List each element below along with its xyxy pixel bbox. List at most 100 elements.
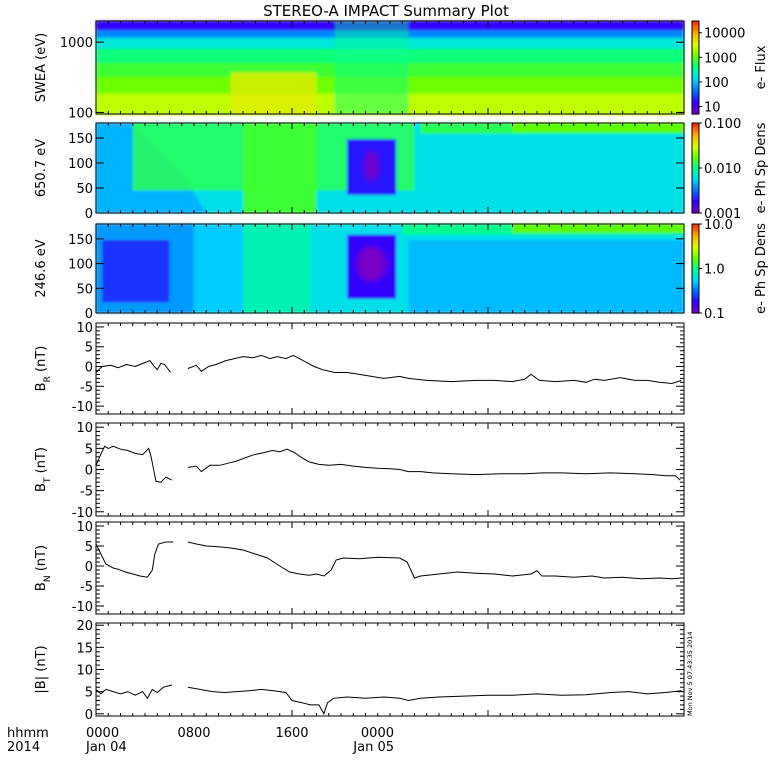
colorbar-frame (691, 20, 700, 115)
colorbar-segment (692, 127, 699, 130)
colorbar-segment (692, 72, 699, 75)
colorbar-segment (692, 75, 699, 78)
colorbar-segment (692, 154, 699, 157)
colorbar-segment (692, 159, 699, 162)
series-line (187, 354, 682, 385)
colorbar-segment (692, 156, 699, 159)
colorbar-segment (692, 41, 699, 44)
y-axis-label: BT (nT) (34, 447, 53, 492)
colorbar-segment (692, 287, 699, 290)
colorbar-segment (692, 190, 699, 193)
y-tick-label: -10 (72, 600, 93, 615)
colorbar-segment (692, 165, 699, 168)
colorbar-segment (692, 163, 699, 166)
colorbar-tick-label: 1.0 (704, 263, 725, 278)
y-tick-label: 0 (85, 307, 93, 322)
colorbar-segment (692, 224, 699, 227)
y-tick-label: 10 (76, 421, 93, 436)
colorbar-segment (692, 36, 699, 39)
colorbar-segment (692, 142, 699, 145)
colorbar-segment (692, 129, 699, 132)
colorbar-segment (692, 238, 699, 241)
pad-low-region (408, 240, 684, 313)
colorbar-segment (692, 162, 699, 165)
colorbar-segment (692, 61, 699, 64)
colorbar-segment (692, 160, 699, 163)
pad-top-strip (512, 123, 684, 132)
colorbar-segment (692, 151, 699, 154)
colorbar-segment (692, 193, 699, 196)
series-line (95, 541, 174, 578)
colorbar-segment (692, 256, 699, 259)
colorbar-tick-label: 0.001 (704, 207, 741, 222)
colorbar-segment (692, 272, 699, 276)
colorbar-segment (692, 187, 699, 190)
colorbar-segment (692, 133, 699, 136)
colorbar-segment (692, 178, 699, 181)
colorbar-segment (692, 261, 699, 264)
flux-heatmap-bands (96, 21, 684, 115)
colorbar-segment (692, 38, 699, 41)
colorbar-segment (692, 292, 699, 295)
colorbar-segment (692, 126, 699, 129)
colorbar-segment (692, 106, 699, 109)
colorbar-segment (692, 150, 699, 153)
colorbar-tick-label: 10000 (704, 27, 745, 42)
y-tick-label: 1000 (60, 36, 93, 51)
colorbar-segment (692, 271, 699, 274)
colorbar-segment (692, 172, 699, 175)
colorbar-segment (692, 198, 699, 201)
colorbar-segment (692, 87, 699, 90)
colorbar-segment (692, 55, 699, 58)
series-line (187, 541, 682, 580)
colorbar-segment (692, 98, 699, 101)
colorbar-segment (692, 298, 699, 301)
colorbar-segment (692, 58, 699, 61)
colorbar-segment (692, 166, 699, 169)
y-tick-label: 5 (85, 442, 93, 457)
colorbar-segment (692, 244, 699, 247)
y-tick-label: 50 (76, 182, 93, 197)
colorbar-segment (692, 100, 699, 103)
pad-green-region (243, 123, 317, 213)
colorbar-segment (692, 24, 699, 27)
colorbar-segment (692, 258, 699, 261)
colorbar-segment (692, 304, 699, 307)
colorbar-segment (692, 79, 699, 83)
colorbar-segment (692, 281, 699, 284)
colorbar-segment (692, 253, 699, 256)
colorbar-segment (692, 171, 699, 174)
x-date-label: Jan 04 (85, 740, 127, 755)
y-tick-label: 150 (68, 233, 93, 248)
colorbar-segment (692, 307, 699, 310)
colorbar-segment (692, 235, 699, 238)
y-tick-label: 5 (85, 686, 93, 701)
y-tick-label: 10 (76, 520, 93, 535)
colorbar-segment (692, 153, 699, 156)
colorbar-segment (692, 70, 699, 73)
colorbar-segment (692, 280, 699, 283)
y-tick-label: 5 (85, 540, 93, 555)
colorbar-segment (692, 64, 699, 67)
colorbar-segment (692, 92, 699, 95)
colorbar-segment (692, 145, 699, 148)
year-label: 2014 (7, 740, 40, 755)
colorbar-segment (692, 308, 699, 311)
panel-5: -10 -5 0 5 10 BT (nT) (34, 421, 685, 521)
colorbar-segment (692, 138, 699, 141)
colorbar-segment (692, 27, 699, 30)
x-tick-label: 1600 (275, 726, 308, 741)
colorbar-segment (692, 252, 699, 255)
y-tick-label: 10 (76, 664, 93, 679)
colorbar-segment (692, 48, 699, 52)
colorbar-segment (692, 208, 699, 211)
colorbar-segment (692, 259, 699, 262)
colorbar-segment (692, 90, 699, 93)
colorbar-segment (692, 56, 699, 59)
y-tick-label: 100 (68, 258, 93, 273)
colorbar-segment (692, 231, 699, 234)
colorbar-segment (692, 229, 699, 233)
colorbar-segment (692, 50, 699, 53)
plot-title: STEREO-A IMPACT Summary Plot (263, 2, 509, 20)
y-tick-label: 0 (85, 464, 93, 479)
